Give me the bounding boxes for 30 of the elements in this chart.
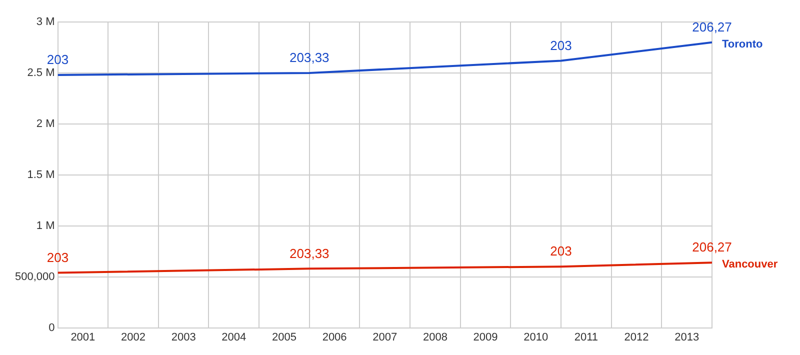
x-tick-label: 2003 (171, 331, 196, 344)
annotation: 206,27 (692, 19, 732, 34)
x-tick-label: 2010 (524, 331, 548, 344)
annotation: 206,27 (692, 240, 732, 255)
y-tick-label: 500,000 (14, 270, 55, 283)
x-tick-label: 2009 (473, 331, 498, 344)
annotation: 203 (46, 52, 69, 68)
annotation: 203,33 (290, 50, 330, 66)
y-tick-label: 1.5 M (27, 168, 55, 181)
x-tick-label: 2008 (422, 331, 448, 344)
series-label: Vancouver (722, 258, 778, 271)
y-tick-label: 2 M (36, 118, 55, 130)
x-tick-label: 2013 (674, 331, 700, 344)
x-tick-label: 2004 (222, 331, 246, 344)
x-tick-label: 2007 (372, 331, 398, 344)
x-tick-label: 2012 (624, 331, 649, 344)
x-tick-label: 2001 (70, 331, 96, 344)
annotation: 203,33 (290, 246, 330, 261)
annotation: 203 (550, 38, 572, 53)
y-tick-label: 2.5 M (27, 67, 55, 79)
annotation: 203 (550, 244, 572, 259)
x-tick-label: 2005 (272, 331, 296, 344)
y-tick-label: 3 M (36, 16, 55, 28)
series-label: Toronto (722, 38, 764, 50)
x-tick-label: 2006 (322, 331, 347, 344)
y-tick-label: 0 (48, 322, 55, 334)
annotation: 203 (46, 250, 69, 265)
x-tick-label: 2002 (121, 331, 146, 344)
y-tick-label: 1 M (36, 220, 55, 232)
x-tick-label: 2011 (574, 331, 598, 344)
